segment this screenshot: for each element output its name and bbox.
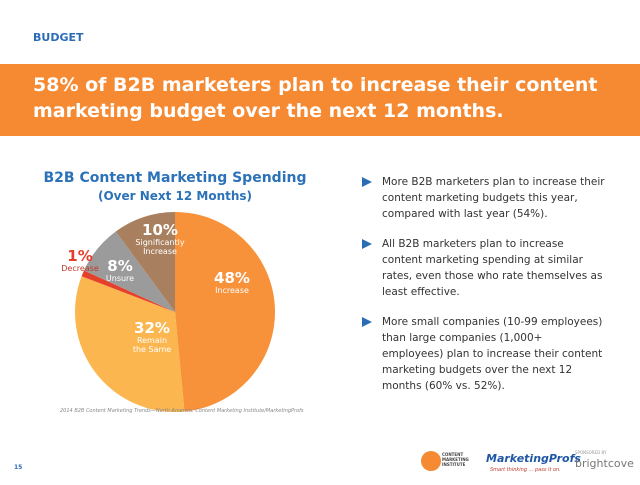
source: 2014 B2B Content Marketing Trends—North … — [60, 408, 304, 414]
headline: 58% of B2B marketers plan to increase th… — [33, 74, 598, 122]
section-label: BUDGET — [33, 31, 84, 44]
slice-label: 10% Significantly Increase — [125, 222, 195, 256]
pie-slice — [175, 212, 275, 412]
chart-subtitle: (Over Next 12 Months) — [97, 189, 253, 203]
slice-label: 1% Decrease — [45, 248, 115, 273]
cmi-name: CONTENT MARKETING INSTITUTE — [442, 452, 469, 467]
cmi-logo — [421, 451, 441, 471]
pie-slice — [81, 270, 175, 312]
slice-value: 1% — [67, 247, 93, 265]
mp-tagline: Smart thinking ... pass it on. — [490, 467, 561, 473]
mp-logo: MarketingProfs — [486, 452, 581, 465]
bullet: More B2B marketers plan to increase thei… — [360, 174, 605, 222]
chart-title: B2B Content Marketing Spending — [43, 170, 307, 186]
pie-slice — [74, 276, 185, 412]
pie-slice — [84, 231, 175, 312]
bullet-list: More B2B marketers plan to increase thei… — [360, 174, 605, 408]
bullet: All B2B marketers plan to increase conte… — [360, 236, 605, 300]
slice-value: 32% — [134, 319, 170, 337]
slice-category: Increase — [215, 286, 249, 295]
slice-label: 32% Remain the Same — [117, 320, 187, 354]
banner — [0, 64, 640, 136]
slice-category: Decrease — [61, 264, 99, 273]
sponsored-label: SPONSORED BY — [575, 450, 607, 455]
pie-slice — [115, 212, 175, 312]
bullet: More small companies (10-99 employees) t… — [360, 314, 605, 394]
slice-category: Remain the Same — [132, 336, 172, 354]
sponsor-logo: brightcove — [575, 457, 634, 470]
slice-label: 48% Increase — [197, 270, 267, 295]
slice-value: 8% — [107, 257, 133, 275]
slice-label: 8% Unsure — [85, 258, 155, 283]
page-number: 15 — [14, 464, 23, 471]
slice-value: 48% — [214, 269, 250, 287]
slice-category: Significantly Increase — [135, 238, 185, 256]
slice-category: Unsure — [105, 274, 135, 283]
slice-value: 10% — [142, 221, 178, 239]
